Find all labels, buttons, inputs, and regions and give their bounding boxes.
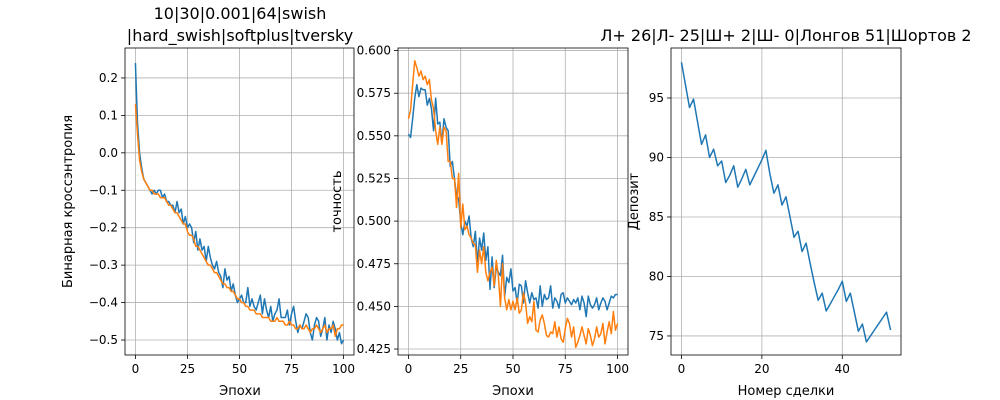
chart-title-line-2: |hard_swish|softplus|tversky (127, 26, 353, 46)
x-tick-label: 50 (505, 362, 520, 376)
series-line-1 (407, 83, 618, 318)
subplot-3: 0 20 40 75 80 85 90 95 Номер сделки Депозит Л+ 26|… (600, 26, 971, 399)
y-tick-label: 0.1 (99, 108, 118, 122)
x-tick-label: 25 (453, 362, 468, 376)
y-tick-label: 80 (649, 269, 664, 283)
y-tick-label: 0.500 (357, 214, 391, 228)
series-line-2 (407, 60, 619, 349)
series-line-1 (680, 62, 892, 343)
x-tick-label: 100 (332, 362, 355, 376)
x-tick-label: 100 (606, 362, 629, 376)
y-tick-label: −0.5 (89, 333, 118, 347)
x-axis-label: Эпохи (492, 384, 534, 399)
y-axis-label: точность (330, 170, 345, 232)
y-tick-label: −0.4 (89, 296, 118, 310)
x-tick-label: 40 (835, 362, 850, 376)
y-tick-label: 0.550 (357, 129, 391, 143)
series-line-2 (134, 104, 344, 338)
x-tick-label: 50 (232, 362, 247, 376)
y-tick-label: 95 (649, 91, 664, 105)
y-tick-label: 85 (649, 210, 664, 224)
x-axis-label: Эпохи (219, 384, 261, 399)
y-tick-label: 0.425 (357, 342, 391, 356)
x-tick-label: 75 (558, 362, 573, 376)
x-tick-label: 75 (284, 362, 299, 376)
x-tick-label: 0 (405, 362, 413, 376)
y-tick-label: 0.0 (99, 146, 118, 160)
chart-title-line-1: Л+ 26|Л- 25|Ш+ 2|Ш- 0|Лонгов 51|Шортов 2 (600, 26, 971, 45)
y-tick-label: −0.3 (89, 258, 118, 272)
chart-title-line-1: 10|30|0.001|64|swish (154, 4, 327, 23)
x-axis-label: Номер сделки (738, 384, 835, 399)
y-tick-label: 75 (649, 329, 664, 343)
x-tick-label: 20 (754, 362, 769, 376)
x-tick-label: 25 (180, 362, 195, 376)
y-tick-label: 0.575 (357, 86, 391, 100)
subplot-2: 0 25 50 75 1000.4250.4500.4750.5000.5250.550… (330, 44, 629, 399)
y-axis-label: Депозит (627, 172, 642, 230)
y-tick-label: 0.450 (357, 299, 391, 313)
y-tick-label: 0.525 (357, 171, 391, 185)
subplot-1: 0 25 50 75 100 −0.5 −0.4 −0.3 −0.2 −0.1 0.0 0.1 0.2 Э… (61, 4, 355, 399)
x-tick-label: 0 (678, 362, 686, 376)
y-tick-label: 0.475 (357, 257, 391, 271)
y-tick-label: −0.1 (89, 183, 118, 197)
y-tick-label: 0.2 (99, 71, 118, 85)
y-tick-label: 90 (649, 150, 664, 164)
x-tick-label: 0 (132, 362, 140, 376)
y-axis-label: Бинарная кроссэнтропия (61, 115, 76, 288)
plot-frame (670, 47, 902, 356)
y-tick-label: 0.600 (357, 44, 391, 58)
y-tick-label: −0.2 (89, 221, 118, 235)
